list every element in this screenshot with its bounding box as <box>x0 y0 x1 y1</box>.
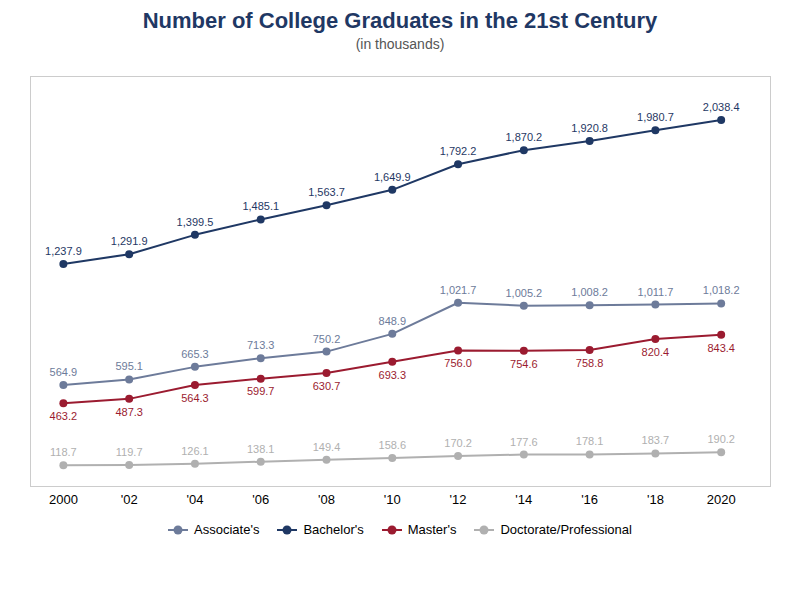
svg-text:2020: 2020 <box>707 492 736 507</box>
svg-text:599.7: 599.7 <box>247 385 275 397</box>
svg-text:754.6: 754.6 <box>510 358 538 370</box>
svg-text:170.2: 170.2 <box>444 437 472 449</box>
svg-text:630.7: 630.7 <box>313 380 341 392</box>
svg-text:1,021.7: 1,021.7 <box>440 284 477 296</box>
svg-text:564.9: 564.9 <box>50 366 78 378</box>
html-text:(in thousands): (in thousands) <box>355 36 445 52</box>
svg-text:'18: '18 <box>647 492 664 507</box>
svg-text:1,011.7: 1,011.7 <box>637 286 673 298</box>
svg-text:750.2: 750.2 <box>313 333 341 345</box>
html-text:Bachelor's: Bachelor's <box>303 522 364 537</box>
svg-text:1,563.7: 1,563.7 <box>308 186 345 198</box>
svg-text:'12: '12 <box>450 492 467 507</box>
svg-text:1,018.2: 1,018.2 <box>703 284 740 296</box>
svg-text:1,870.2: 1,870.2 <box>505 131 542 143</box>
svg-text:564.3: 564.3 <box>181 392 209 404</box>
svg-text:1,649.9: 1,649.9 <box>374 171 411 183</box>
svg-text:183.7: 183.7 <box>642 434 670 446</box>
svg-text:'06: '06 <box>252 492 269 507</box>
svg-text:178.1: 178.1 <box>576 435 604 447</box>
svg-text:1,005.2: 1,005.2 <box>505 287 542 299</box>
svg-text:463.2: 463.2 <box>50 410 78 422</box>
svg-text:'10: '10 <box>384 492 401 507</box>
svg-text:'14: '14 <box>515 492 532 507</box>
svg-text:'16: '16 <box>581 492 598 507</box>
svg-text:158.6: 158.6 <box>379 439 407 451</box>
svg-text:1,485.1: 1,485.1 <box>242 200 279 212</box>
svg-text:1,920.8: 1,920.8 <box>571 122 608 134</box>
svg-text:2,038.4: 2,038.4 <box>703 101 740 113</box>
svg-text:119.7: 119.7 <box>116 446 143 458</box>
svg-text:595.1: 595.1 <box>115 360 143 372</box>
svg-text:693.3: 693.3 <box>379 369 407 381</box>
svg-text:1,237.9: 1,237.9 <box>45 245 82 257</box>
svg-text:848.9: 848.9 <box>379 315 407 327</box>
svg-text:1,008.2: 1,008.2 <box>571 286 608 298</box>
svg-text:665.3: 665.3 <box>181 348 209 360</box>
svg-text:820.4: 820.4 <box>642 346 670 358</box>
html-text:Number of College Graduates in: Number of College Graduates in the 21st … <box>142 8 658 33</box>
svg-text:758.8: 758.8 <box>576 357 604 369</box>
svg-text:843.4: 843.4 <box>707 342 735 354</box>
svg-text:190.2: 190.2 <box>707 433 735 445</box>
svg-text:177.6: 177.6 <box>510 436 538 448</box>
svg-text:1,792.2: 1,792.2 <box>440 145 477 157</box>
svg-text:149.4: 149.4 <box>313 441 341 453</box>
svg-text:1,399.5: 1,399.5 <box>177 216 214 228</box>
html-text:Associate's: Associate's <box>194 522 260 537</box>
svg-text:713.3: 713.3 <box>247 339 275 351</box>
svg-text:118.7: 118.7 <box>50 446 77 458</box>
svg-text:'02: '02 <box>121 492 138 507</box>
svg-text:1,291.9: 1,291.9 <box>111 235 148 247</box>
svg-text:1,980.7: 1,980.7 <box>637 111 674 123</box>
html-text:Master's: Master's <box>407 522 457 537</box>
svg-text:'08: '08 <box>318 492 335 507</box>
svg-text:126.1: 126.1 <box>181 445 209 457</box>
html-text:Doctorate/Professional: Doctorate/Professional <box>500 522 632 537</box>
svg-text:2000: 2000 <box>49 492 78 507</box>
svg-text:138.1: 138.1 <box>247 443 275 455</box>
svg-text:487.3: 487.3 <box>115 406 143 418</box>
svg-text:756.0: 756.0 <box>444 357 472 369</box>
svg-text:'04: '04 <box>186 492 203 507</box>
